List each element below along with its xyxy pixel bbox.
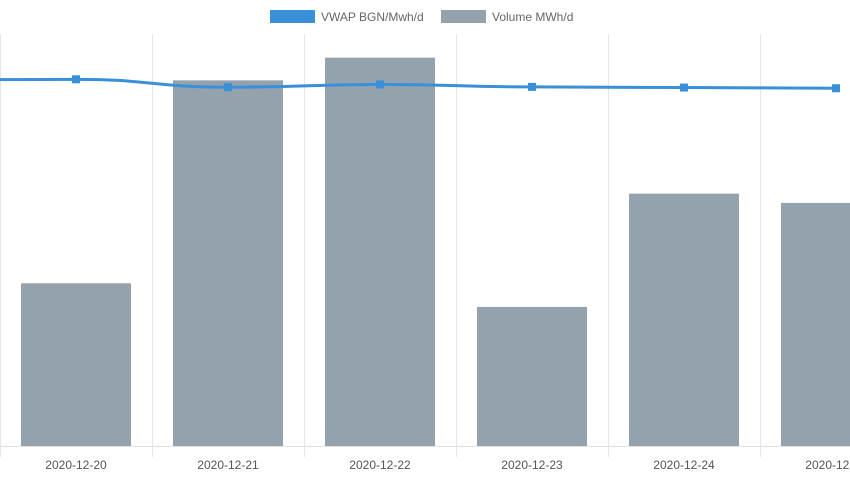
- volume-bars: [21, 57, 850, 446]
- vwap-point[interactable]: [72, 75, 80, 84]
- vwap-point[interactable]: [376, 80, 384, 89]
- x-tick-label: 2020-12-20: [45, 458, 107, 472]
- legend-item-volume[interactable]: Volume MWh/d: [441, 10, 573, 24]
- vwap-point[interactable]: [528, 82, 536, 91]
- vwap-point[interactable]: [224, 83, 232, 92]
- x-tick-label: 2020-12-24: [653, 458, 715, 472]
- volume-bar[interactable]: [21, 283, 131, 446]
- volume-bar[interactable]: [781, 202, 850, 446]
- vwap-point[interactable]: [832, 84, 840, 93]
- x-tick-label: 2020-12-22: [349, 458, 411, 472]
- x-tick-label: 2020-12-21: [197, 458, 259, 472]
- legend-swatch-volume: [441, 10, 486, 23]
- x-axis: 2020-12-192020-12-202020-12-212020-12-22…: [45, 458, 850, 472]
- chart-gridlines: [0, 34, 850, 457]
- volume-bar[interactable]: [629, 193, 739, 446]
- legend-label-vwap: VWAP BGN/Mwh/d: [321, 10, 424, 24]
- legend-swatch-vwap: [270, 10, 315, 23]
- chart-legend: VWAP BGN/Mwh/d Volume MWh/d: [270, 10, 573, 24]
- volume-bar[interactable]: [325, 57, 435, 446]
- legend-label-volume: Volume MWh/d: [492, 10, 573, 24]
- vwap-line: [0, 75, 840, 93]
- x-tick-label: 2020-12-23: [501, 458, 563, 472]
- vwap-point[interactable]: [680, 83, 688, 92]
- legend-item-vwap[interactable]: VWAP BGN/Mwh/d: [270, 10, 424, 24]
- volume-bar[interactable]: [173, 80, 283, 446]
- x-tick-label: 2020-12-25: [805, 458, 850, 472]
- volume-bar[interactable]: [477, 306, 587, 446]
